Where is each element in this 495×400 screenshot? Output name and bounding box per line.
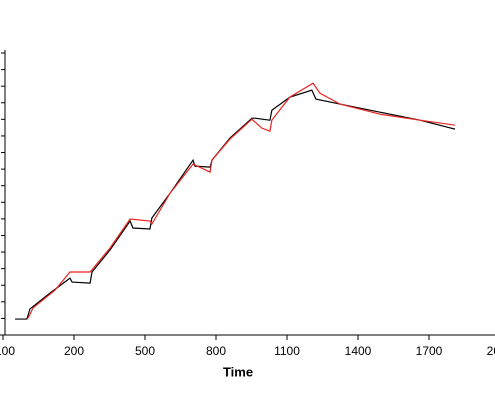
x-tick-label: 200 — [64, 344, 84, 358]
series-line — [27, 82, 456, 319]
x-axis-label: Time — [223, 364, 253, 379]
series-line — [15, 89, 456, 320]
x-tick-label: 1400 — [345, 344, 372, 358]
x-tick-label: 2000 — [487, 344, 495, 358]
x-tick-label: 500 — [135, 344, 155, 358]
x-tick-label: 1700 — [416, 344, 443, 358]
x-tick-label: 800 — [206, 344, 226, 358]
x-tick-label: 1100 — [274, 344, 300, 358]
x-tick-label: -100 — [0, 344, 15, 358]
